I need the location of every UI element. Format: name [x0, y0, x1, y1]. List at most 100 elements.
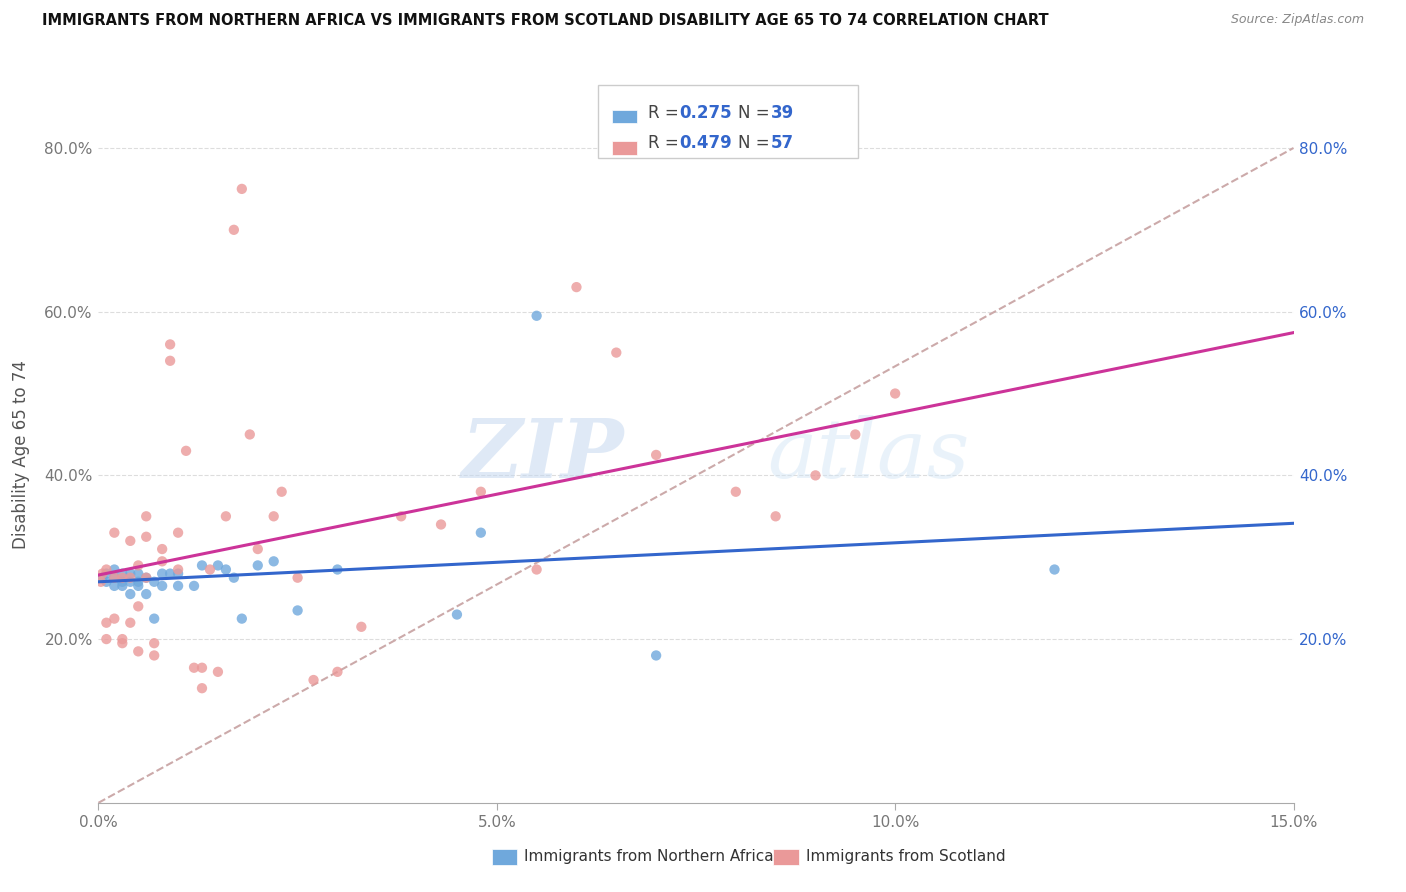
Point — [150, 554, 173, 568]
Point — [605, 345, 627, 359]
Point — [191, 558, 214, 573]
Point — [120, 533, 142, 548]
Point — [183, 661, 205, 675]
Point — [143, 612, 166, 626]
Point — [120, 615, 142, 630]
Text: 0.479: 0.479 — [679, 135, 733, 153]
Point — [159, 566, 181, 581]
Point — [239, 427, 262, 442]
Point — [135, 571, 157, 585]
Point — [111, 636, 134, 650]
Point — [326, 665, 349, 679]
Point — [150, 542, 173, 557]
Point — [470, 525, 492, 540]
Point — [159, 337, 181, 351]
Point — [287, 571, 309, 585]
Point — [91, 566, 114, 581]
Point — [326, 562, 349, 576]
Point — [246, 558, 269, 573]
Point — [302, 673, 325, 687]
Point — [645, 448, 668, 462]
Text: atlas: atlas — [768, 415, 970, 495]
Point — [263, 554, 285, 568]
Point — [565, 280, 588, 294]
Point — [183, 579, 205, 593]
Point — [103, 571, 125, 585]
Point — [96, 562, 118, 576]
Point — [207, 558, 229, 573]
Point — [207, 665, 229, 679]
Text: IMMIGRANTS FROM NORTHERN AFRICA VS IMMIGRANTS FROM SCOTLAND DISABILITY AGE 65 TO: IMMIGRANTS FROM NORTHERN AFRICA VS IMMIG… — [42, 13, 1049, 29]
Point — [231, 612, 253, 626]
Point — [120, 566, 142, 581]
Point — [645, 648, 668, 663]
Point — [215, 562, 238, 576]
Point — [103, 571, 125, 585]
Point — [884, 386, 907, 401]
Point — [526, 309, 548, 323]
Point — [526, 562, 548, 576]
Point — [120, 574, 142, 589]
Point — [135, 587, 157, 601]
Text: Immigrants from Northern Africa: Immigrants from Northern Africa — [524, 849, 775, 863]
Point — [103, 562, 125, 576]
Point — [96, 632, 118, 646]
Point — [111, 579, 134, 593]
Point — [191, 661, 214, 675]
Point — [804, 468, 827, 483]
Point — [191, 681, 214, 696]
Point — [430, 517, 453, 532]
Text: 39: 39 — [770, 103, 794, 121]
Text: N =: N = — [738, 103, 775, 121]
Point — [159, 353, 181, 368]
Point — [150, 579, 173, 593]
Point — [389, 509, 412, 524]
Point — [111, 574, 134, 589]
Point — [222, 223, 245, 237]
Point — [103, 525, 125, 540]
Point — [127, 599, 149, 614]
Text: Immigrants from Scotland: Immigrants from Scotland — [806, 849, 1005, 863]
Y-axis label: Disability Age 65 to 74: Disability Age 65 to 74 — [13, 360, 31, 549]
Point — [143, 648, 166, 663]
Point — [135, 530, 157, 544]
Point — [844, 427, 866, 442]
Point — [246, 542, 269, 557]
Text: R =: R = — [648, 103, 685, 121]
Point — [167, 562, 190, 576]
Point — [135, 571, 157, 585]
Point — [127, 574, 149, 589]
Point — [96, 615, 118, 630]
Text: R =: R = — [648, 135, 685, 153]
Point — [198, 562, 221, 576]
Point — [135, 509, 157, 524]
Point — [231, 182, 253, 196]
Point — [143, 636, 166, 650]
Point — [127, 579, 149, 593]
Point — [143, 574, 166, 589]
Point — [263, 509, 285, 524]
Point — [167, 566, 190, 581]
Point — [470, 484, 492, 499]
Point — [150, 566, 173, 581]
Text: Source: ZipAtlas.com: Source: ZipAtlas.com — [1230, 13, 1364, 27]
Point — [167, 525, 190, 540]
Point — [174, 443, 197, 458]
Point — [111, 566, 134, 581]
Point — [446, 607, 468, 622]
Point — [167, 579, 190, 593]
Point — [111, 632, 134, 646]
Point — [127, 566, 149, 581]
Text: 0.275: 0.275 — [679, 103, 731, 121]
Point — [215, 509, 238, 524]
Point — [103, 579, 125, 593]
Point — [90, 574, 112, 589]
Point — [96, 566, 118, 581]
Point — [724, 484, 747, 499]
Point — [120, 587, 142, 601]
Point — [287, 603, 309, 617]
Point — [120, 571, 142, 585]
Point — [222, 571, 245, 585]
Point — [96, 574, 118, 589]
Point — [127, 644, 149, 658]
